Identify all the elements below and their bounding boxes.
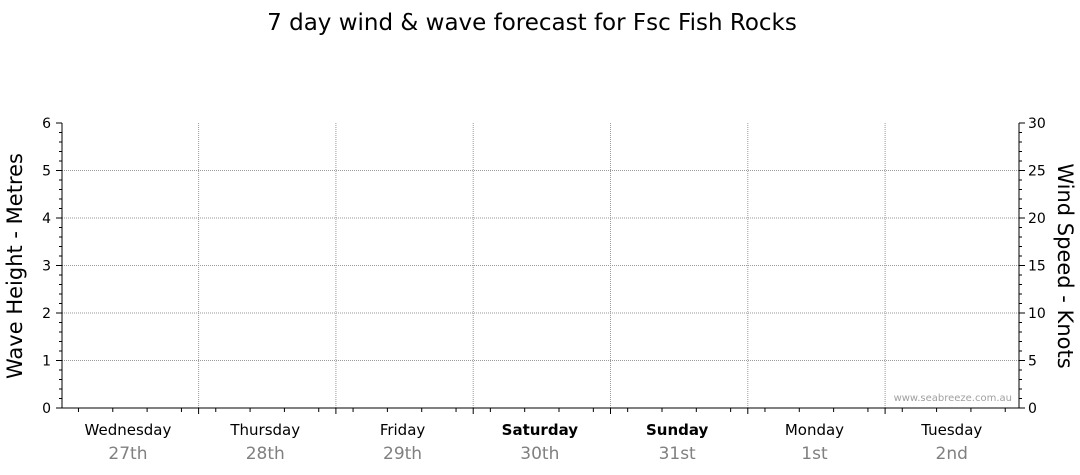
day-date-label: 1st [801,444,828,464]
right-tick-label: 5 [1028,354,1037,370]
left-tick-label: 6 [42,116,51,132]
right-tick-label: 10 [1028,306,1046,322]
day-date-label: 29th [383,444,422,464]
left-tick-label: 0 [42,401,51,417]
right-tick-label: 25 [1028,164,1046,180]
left-tick-label: 5 [42,164,51,180]
left-axis-title: Wave Height - Metres [3,153,27,379]
left-tick-label: 3 [42,259,51,275]
day-name-label: Saturday [502,421,579,439]
right-tick-label: 20 [1028,211,1046,227]
day-name-label: Wednesday [85,421,172,439]
left-tick-label: 4 [42,211,51,227]
right-tick-label: 0 [1028,401,1037,417]
day-date-label: 30th [520,444,559,464]
right-tick-label: 30 [1028,116,1046,132]
day-labels: Wednesday 27th Thursday 28th Friday 29th Satur… [85,421,983,464]
day-name-label: Sunday [646,421,709,439]
day-date-label: 27th [108,444,147,464]
right-axis-tick-labels: 0 5 10 15 20 25 30 [1028,116,1046,417]
day-name-label: Tuesday [920,421,982,439]
chart-title: 7 day wind & wave forecast for Fsc Fish … [267,10,797,36]
day-date-label: 31st [659,444,696,464]
grid-lines [62,123,1019,408]
day-name-label: Monday [785,421,844,439]
left-tick-label: 1 [42,354,51,370]
right-axis-title: Wind Speed - Knots [1053,163,1077,368]
axis-ticks [56,122,1025,414]
day-date-label: 28th [246,444,285,464]
left-tick-label: 2 [42,306,51,322]
day-name-label: Friday [380,421,426,439]
day-date-label: 2nd [936,444,968,464]
day-name-label: Thursday [229,421,300,439]
right-tick-label: 15 [1028,259,1046,275]
watermark: www.seabreeze.com.au [894,393,1012,404]
left-axis-tick-labels: 0 1 2 3 4 5 6 [42,116,51,417]
